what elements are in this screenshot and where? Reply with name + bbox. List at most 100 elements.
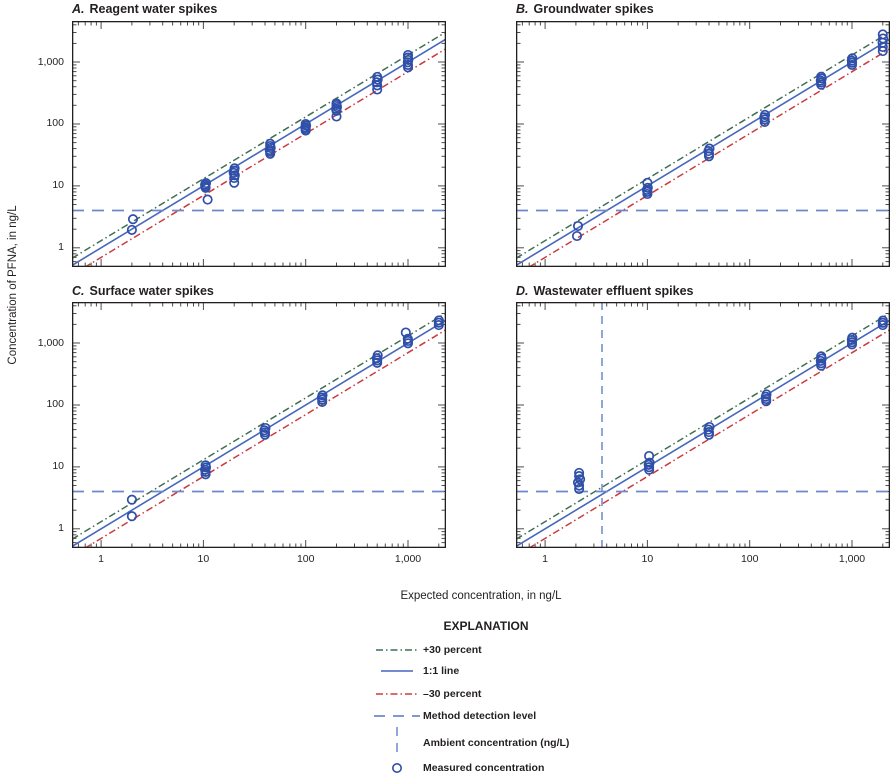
panel-a-plot <box>72 21 446 267</box>
measured-points <box>126 315 444 522</box>
data-point <box>260 422 271 434</box>
y-tick-label: 10 <box>52 460 64 473</box>
data-point <box>574 471 585 482</box>
data-point <box>300 118 311 130</box>
panel-d-title-text: Wastewater effluent spikes <box>533 284 694 298</box>
legend-label-measured: Measured concentration <box>423 762 545 774</box>
data-point <box>126 511 137 522</box>
data-point <box>265 138 276 149</box>
data-point <box>704 421 715 433</box>
data-point <box>202 194 213 205</box>
data-point <box>200 460 211 471</box>
plot-border <box>72 302 446 548</box>
data-point <box>372 84 383 95</box>
y-tick-label: 100 <box>46 117 64 130</box>
data-point <box>847 332 858 343</box>
panel-c-plot <box>72 302 446 548</box>
data-point <box>317 390 328 401</box>
legend-title: EXPLANATION <box>443 619 529 633</box>
panel-c-letter: C. <box>72 284 85 298</box>
x-tick-label: 1 <box>98 553 104 565</box>
y-tick-label: 1 <box>58 241 64 254</box>
data-point <box>878 33 889 44</box>
legend-label-one-to-one: 1:1 line <box>423 665 460 677</box>
method-detection-line-icon <box>374 708 420 724</box>
y-tick-label: 1,000 <box>37 55 64 68</box>
data-point <box>847 53 858 64</box>
measured-concentration-circle-icon <box>374 760 420 776</box>
panel-b-letter: B. <box>516 2 529 16</box>
x-tick-label: 10 <box>641 553 654 565</box>
panel-a-title-text: Reagent water spikes <box>89 2 218 16</box>
legend-row-one-to-one: 1:1 line <box>366 663 666 679</box>
data-point <box>400 327 411 338</box>
plot-border <box>516 302 890 548</box>
data-point <box>433 315 444 326</box>
panel-b-title: B. Groundwater spikes <box>516 2 654 16</box>
axis-ticks <box>516 21 890 267</box>
panel-a-title: A. Reagent water spikes <box>72 2 217 16</box>
data-point <box>759 109 771 120</box>
legend-label-ambient: Ambient concentration (ng/L) <box>423 737 570 749</box>
one-to-one-line <box>72 38 446 267</box>
data-point <box>816 71 827 82</box>
plot-border <box>516 21 890 267</box>
data-point <box>644 450 655 462</box>
plus30-line <box>516 312 890 540</box>
data-point <box>574 483 585 495</box>
explanation-legend: EXPLANATION +30 percent 1:1 line –30 per… <box>366 619 676 781</box>
minus30-line <box>83 48 446 267</box>
legend-row-ambient: Ambient concentration (ng/L) <box>366 725 666 761</box>
y-tick-label: 10 <box>52 179 64 192</box>
x-tick-label: 10 <box>197 553 210 565</box>
legend-label-plus30: +30 percent <box>423 644 482 656</box>
plus30-line <box>516 31 890 259</box>
data-point <box>372 71 383 82</box>
legend-label-minus30: –30 percent <box>423 688 482 700</box>
one-to-one-line <box>516 319 890 548</box>
legend-row-plus30: +30 percent <box>366 642 666 658</box>
measured-points <box>126 49 414 235</box>
x-tick-label: 100 <box>740 553 759 565</box>
legend-row-mdl: Method detection level <box>366 708 666 724</box>
plot-border <box>72 21 446 267</box>
data-point <box>642 182 653 193</box>
data-point <box>229 177 240 188</box>
data-point <box>574 467 585 478</box>
data-point <box>761 389 772 400</box>
data-point <box>127 214 139 225</box>
panel-d-plot <box>516 302 890 548</box>
panel-d-title: D. Wastewater effluent spikes <box>516 284 694 298</box>
data-point <box>571 230 583 242</box>
axis-ticks <box>72 302 446 548</box>
x-tick-label: 1 <box>542 553 548 565</box>
y-tick-label: 1 <box>58 522 64 535</box>
panel-c-title: C. Surface water spikes <box>72 284 214 298</box>
data-point <box>126 224 137 235</box>
data-point <box>644 457 655 468</box>
y-tick-label: 100 <box>46 398 64 411</box>
legend-label-mdl: Method detection level <box>423 710 537 722</box>
panel-a-letter: A. <box>72 2 85 16</box>
data-point <box>331 98 342 109</box>
plus30-line-icon <box>374 642 420 658</box>
legend-row-minus30: –30 percent <box>366 686 666 702</box>
x-tick-label: 1,000 <box>394 553 422 565</box>
x-tick-label: 100 <box>296 553 315 565</box>
panel-b-plot <box>516 21 890 267</box>
measured-points <box>572 315 888 495</box>
y-tick-label: 1,000 <box>37 336 64 349</box>
data-point <box>126 494 137 505</box>
data-point <box>704 143 715 154</box>
legend-row-measured: Measured concentration <box>366 760 666 776</box>
panel-c-title-text: Surface water spikes <box>89 284 214 298</box>
data-point <box>402 333 413 344</box>
plus30-line <box>72 312 446 540</box>
data-point <box>229 163 240 174</box>
minus30-line-icon <box>374 686 420 702</box>
data-point <box>200 178 212 189</box>
minus30-line <box>527 48 890 267</box>
x-axis-label: Expected concentration, in ng/L <box>400 590 562 602</box>
data-point <box>572 220 584 232</box>
